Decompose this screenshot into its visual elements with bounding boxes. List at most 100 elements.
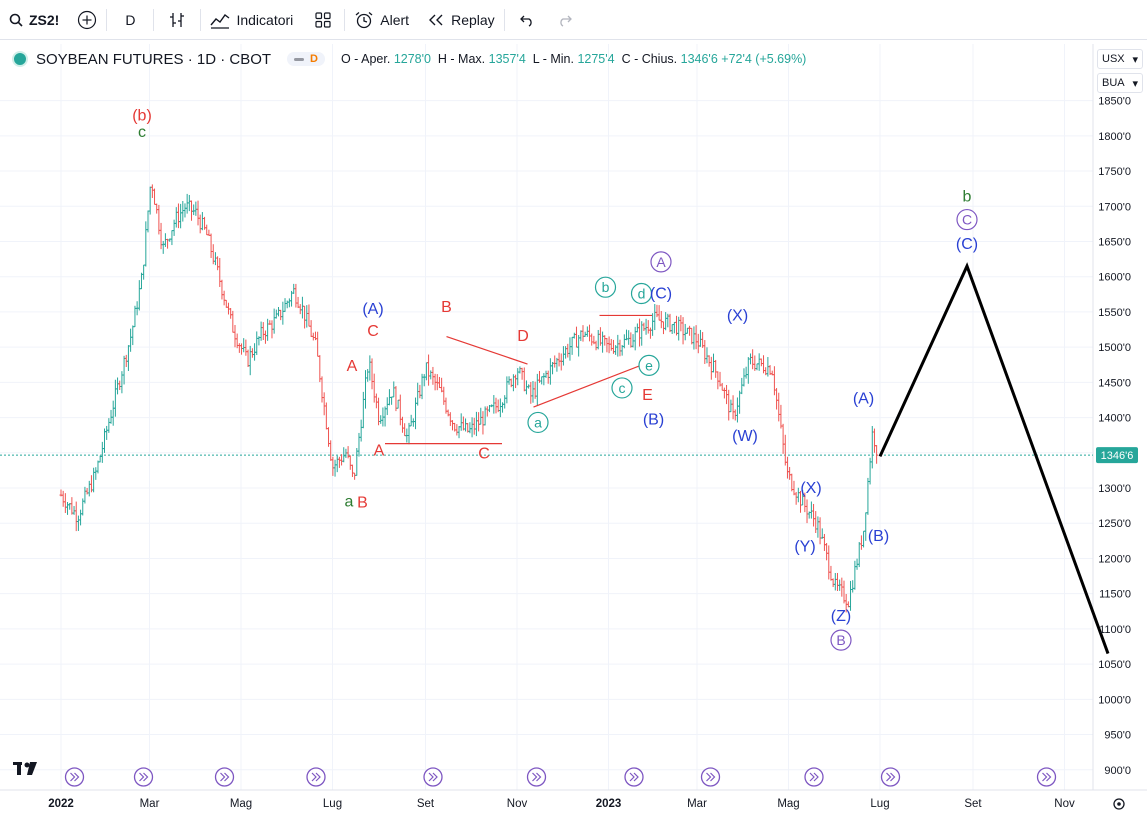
unit-selector[interactable]: BUA ▾	[1097, 73, 1143, 93]
wave-label-circle	[611, 377, 633, 399]
redo-icon	[559, 15, 572, 27]
price-tick-label: 1600'0	[1098, 272, 1131, 284]
chart-title: SOYBEAN FUTURES · 1D · CBOT	[36, 50, 272, 68]
price-tick-label: 1650'0	[1098, 236, 1131, 248]
price-tick-label: 1500'0	[1098, 342, 1131, 354]
price-tick-label: 1000'0	[1098, 694, 1131, 706]
wave-label: E	[642, 387, 653, 404]
toolbar-divider	[344, 8, 346, 31]
wave-labels: (b)ca BAC(A)ABCDabcdeE(C)A(B)(X)(W)(X)(Y)…	[132, 107, 978, 651]
alert-button[interactable]: Alert	[345, 0, 418, 40]
event-arrow-icon	[629, 772, 639, 782]
plus-circle-icon	[78, 10, 97, 29]
wave-label: (Z)	[831, 608, 851, 625]
wave-label-circle	[527, 411, 549, 434]
projection-path	[878, 262, 1110, 655]
price-axis: 1850'0 1800'0 1750'0 1700'0 1650'0 1600'0 1550…	[1098, 96, 1131, 777]
time-tick-label: Nov	[507, 798, 528, 810]
replay-label: Replay	[451, 11, 495, 28]
trendline[interactable]	[446, 336, 528, 365]
data-status-pill[interactable]: D	[287, 52, 325, 66]
projection-line[interactable]	[878, 262, 1110, 655]
time-tick-label: Set	[417, 798, 435, 810]
price-bars	[59, 184, 879, 613]
drawn-trendlines	[385, 314, 652, 445]
wave-label: A	[374, 443, 385, 460]
trendline[interactable]	[533, 362, 647, 408]
layouts-button[interactable]	[302, 0, 344, 40]
currency-selector[interactable]: USX ▾	[1097, 49, 1143, 69]
indicators-icon	[210, 13, 230, 29]
event-arrow-icon	[1042, 772, 1052, 782]
time-tick-label: Mag	[777, 798, 799, 810]
undo-button[interactable]	[505, 0, 549, 40]
event-arrow-icon	[70, 772, 80, 782]
undo-icon	[519, 15, 532, 27]
wave-label: a	[345, 493, 354, 510]
wave-label: b	[963, 188, 972, 205]
indicators-label: Indicatori	[236, 11, 294, 28]
time-tick-label: 2022	[48, 798, 74, 810]
dash-icon	[294, 57, 305, 61]
open-value: 1278'0	[393, 52, 431, 66]
alert-label: Alert	[380, 11, 410, 28]
time-tick-label: Nov	[1054, 798, 1075, 810]
wave-label: (X)	[727, 307, 748, 324]
interval-button[interactable]: D	[107, 0, 153, 40]
event-arrow-icon	[311, 772, 321, 782]
price-tick-label: 1450'0	[1098, 377, 1131, 389]
event-arrow-icon	[532, 772, 542, 782]
price-tick-label: 1550'0	[1098, 307, 1131, 319]
compare-button[interactable]	[68, 0, 106, 40]
price-tick-label: 1400'0	[1098, 413, 1131, 425]
close-label: C - Chius.	[621, 52, 678, 66]
high-value: 1357'4	[488, 52, 526, 66]
event-arrow-icon	[706, 772, 716, 782]
tradingview-logo[interactable]	[13, 762, 37, 775]
chart-grid	[0, 44, 1093, 790]
price-tick-label: 1750'0	[1098, 166, 1131, 178]
price-tick-label: 1100'0	[1099, 624, 1131, 636]
event-arrow-icon	[428, 772, 438, 782]
wave-label: D	[517, 328, 529, 345]
wave-label-circle	[650, 251, 672, 273]
wave-label: A	[347, 358, 358, 375]
time-tick-label: Mar	[687, 798, 707, 810]
wave-label: (B)	[868, 528, 889, 545]
wave-label: (C)	[956, 236, 978, 253]
wave-label: B	[357, 495, 368, 512]
indicators-button[interactable]: Indicatori	[201, 0, 302, 40]
wave-label: B	[836, 632, 845, 648]
bars-chart-icon	[170, 12, 185, 27]
symbol-search[interactable]: ZS2!	[0, 0, 68, 40]
time-axis: 2022 Mar Mag Lug Set Nov 2023 Mar Mag Lug Set Nov	[48, 798, 1075, 810]
price-tick-label: 900'0	[1104, 765, 1131, 777]
high-label: H - Max.	[437, 52, 486, 66]
currency-label: USX	[1102, 53, 1125, 65]
time-tick-label: Mag	[230, 798, 252, 810]
time-tick-label: Set	[964, 798, 982, 810]
rewind-icon	[429, 14, 443, 25]
time-tick-label: Mar	[140, 798, 160, 810]
time-tick-label: Lug	[323, 798, 342, 810]
redo-button[interactable]	[549, 0, 581, 40]
open-label: O - Aper.	[340, 52, 391, 66]
event-markers[interactable]	[64, 767, 1057, 787]
event-arrow-icon	[220, 772, 230, 782]
chevron-down-icon: ▾	[1132, 53, 1138, 66]
alarm-clock-icon	[355, 11, 373, 28]
event-arrow-icon	[139, 772, 149, 782]
chart-settings-button[interactable]	[1113, 798, 1125, 810]
wave-label: (C)	[650, 286, 672, 303]
current-price-label: 1346'6	[1101, 450, 1134, 462]
wave-label-circle	[830, 629, 852, 651]
gear-icon	[1113, 798, 1125, 810]
wave-label: c	[138, 124, 146, 141]
low-value: 1275'4	[577, 52, 615, 66]
wave-label-circle	[630, 282, 653, 305]
wave-label: B	[441, 299, 452, 316]
replay-button[interactable]: Replay	[418, 0, 504, 40]
chart-type-button[interactable]	[154, 0, 200, 40]
time-tick-label: 2023	[596, 798, 622, 810]
